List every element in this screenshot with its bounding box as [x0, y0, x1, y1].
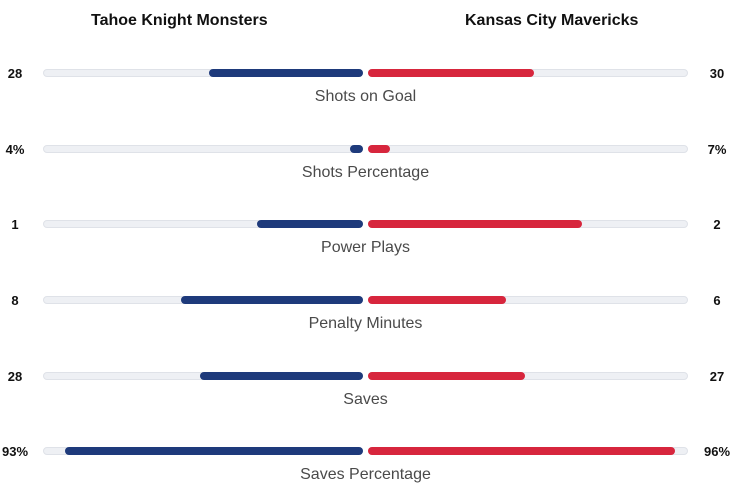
away-stat-value: 2	[713, 217, 721, 232]
home-stat-track	[43, 447, 363, 455]
away-stat-bar	[368, 372, 525, 380]
stat-row: 93% 96% Saves Percentage	[0, 444, 739, 486]
home-stat-bar	[65, 447, 363, 455]
away-stat-value: 96%	[703, 444, 731, 459]
away-stat-bar	[368, 447, 675, 455]
away-stat-bar	[368, 296, 506, 304]
home-stat-track	[43, 220, 363, 228]
home-stat-value: 28	[7, 369, 23, 384]
stat-label: Shots on Goal	[314, 88, 417, 105]
stat-row: 8 6 Penalty Minutes	[0, 293, 739, 335]
stat-row: 28 27 Saves	[0, 369, 739, 411]
home-stat-bar	[200, 372, 363, 380]
home-stat-bar	[209, 69, 363, 77]
home-team-name: Tahoe Knight Monsters	[91, 12, 268, 29]
away-stat-track	[368, 447, 688, 455]
home-stat-value: 28	[7, 66, 23, 81]
home-stat-value: 1	[11, 217, 19, 232]
stat-label: Saves Percentage	[300, 466, 431, 483]
home-stat-bar	[350, 145, 363, 153]
home-stat-value: 8	[11, 293, 19, 308]
away-stat-value: 27	[709, 369, 725, 384]
away-stat-track	[368, 296, 688, 304]
away-stat-value: 7%	[707, 142, 727, 157]
away-stat-value: 30	[709, 66, 725, 81]
home-stat-track	[43, 69, 363, 77]
home-stat-bar	[257, 220, 363, 228]
stat-label: Penalty Minutes	[308, 315, 423, 332]
away-stat-track	[368, 69, 688, 77]
stat-row: 4% 7% Shots Percentage	[0, 142, 739, 184]
home-stat-value: 93%	[1, 444, 29, 459]
home-stat-value: 4%	[5, 142, 25, 157]
stat-row: 1 2 Power Plays	[0, 217, 739, 259]
away-stat-bar	[368, 145, 390, 153]
away-stat-bar	[368, 220, 582, 228]
away-stat-bar	[368, 69, 534, 77]
home-stat-track	[43, 372, 363, 380]
away-team-name: Kansas City Mavericks	[465, 12, 639, 29]
home-stat-track	[43, 145, 363, 153]
away-stat-track	[368, 220, 688, 228]
away-stat-track	[368, 145, 688, 153]
stat-label: Shots Percentage	[301, 164, 430, 181]
stat-label: Power Plays	[321, 239, 410, 256]
stat-row: 28 30 Shots on Goal	[0, 66, 739, 108]
home-stat-track	[43, 296, 363, 304]
away-stat-track	[368, 372, 688, 380]
home-stat-bar	[181, 296, 363, 304]
away-stat-value: 6	[713, 293, 721, 308]
stat-label: Saves	[343, 391, 388, 408]
